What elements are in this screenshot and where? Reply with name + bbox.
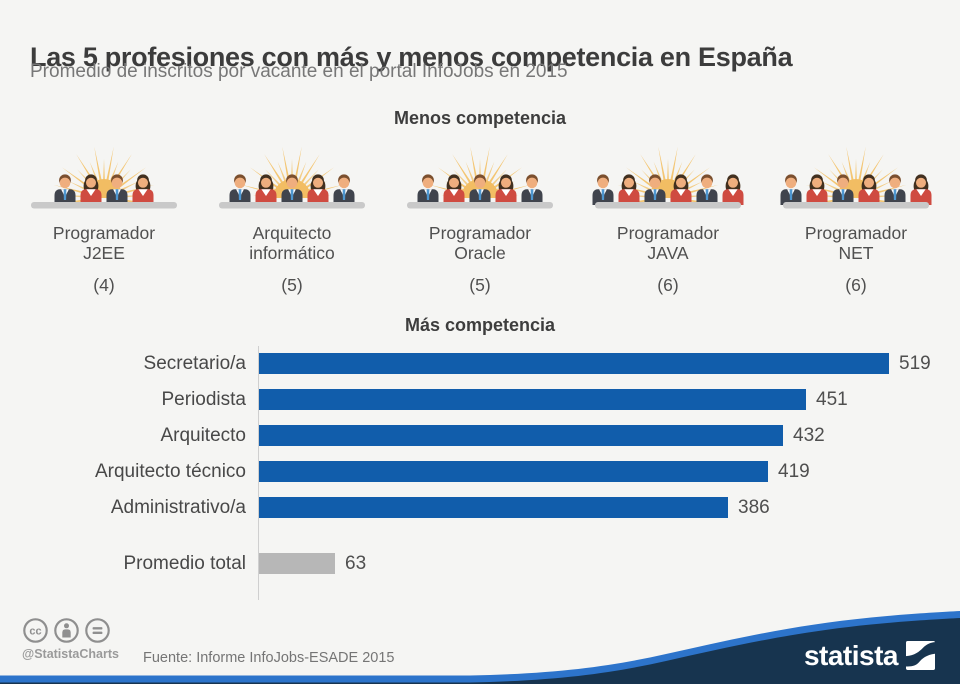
profession-item: Programador NET (6) — [762, 134, 950, 296]
chart-axis-line — [258, 346, 259, 600]
bar-value: 519 — [899, 352, 931, 374]
bar-chart: Secretario/a 519 Periodista 451 Arquitecto 43… — [0, 346, 960, 600]
attribution-icon — [54, 618, 79, 643]
profession-label: Arquitecto informático — [198, 223, 386, 263]
bar-label: Arquitecto — [160, 424, 246, 446]
bar-value: 432 — [793, 424, 825, 446]
svg-text:cc: cc — [29, 626, 41, 638]
more-competition-header: Más competencia — [404, 315, 556, 335]
statista-wordmark: statista — [803, 639, 899, 671]
value-bar — [259, 353, 889, 374]
average-bar-row: Promedio total 63 — [0, 553, 960, 574]
people-sunburst-icon — [10, 134, 198, 216]
profession-value: (5) — [469, 275, 491, 295]
profession-label: Programador J2EE — [10, 223, 198, 263]
bar-value: 419 — [778, 460, 810, 482]
value-bar — [259, 389, 806, 410]
profession-label-line: Programador — [52, 223, 156, 243]
source-note: Fuente: Informe InfoJobs-ESADE 2015 — [143, 650, 395, 666]
people-sunburst-icon — [574, 134, 762, 216]
statista-handle: @StatistaCharts — [22, 647, 119, 661]
value-bar — [259, 425, 783, 446]
bar-row: Arquitecto técnico 419 — [0, 461, 960, 482]
page-title: Las 5 profesiones con más y menos compet… — [30, 42, 793, 73]
cc-license-icons: cc — [22, 617, 119, 644]
wave-navy — [0, 618, 960, 684]
bar-label: Administrativo/a — [110, 496, 246, 518]
page-subtitle: Promedio de inscritos por vacante en el … — [30, 61, 568, 82]
profession-item: Programador J2EE (4) — [10, 134, 198, 296]
less-competition-row: Programador J2EE (4) Arquitecto informático(… — [10, 134, 950, 296]
bar-row: Secretario/a 519 — [0, 353, 960, 374]
profession-label-line: Programador — [616, 223, 720, 243]
profession-label: Programador JAVA — [574, 223, 762, 263]
bar-label: Arquitecto técnico — [94, 460, 246, 482]
bar-label: Periodista — [161, 388, 247, 410]
profession-label: Programador Oracle — [386, 223, 574, 263]
profession-item: Programador Oracle (5) — [386, 134, 574, 296]
value-bar — [259, 461, 768, 482]
statista-logo-icon — [906, 641, 935, 670]
profession-label-line: JAVA — [647, 243, 689, 263]
bar-label: Promedio total — [123, 552, 246, 574]
cc-icon: cc — [23, 618, 48, 643]
no-derivatives-icon — [85, 618, 110, 643]
less-competition-header: Menos competencia — [393, 108, 567, 128]
bar-value: 386 — [738, 496, 770, 518]
people-sunburst-icon — [386, 134, 574, 216]
profession-item: Arquitecto informático (5) — [198, 134, 386, 296]
profession-label-line: J2EE — [83, 243, 125, 263]
statista-logo: statista — [804, 641, 935, 670]
bar-label: Secretario/a — [143, 352, 246, 374]
profession-label-line: Oracle — [454, 243, 506, 263]
profession-label: Programador NET — [762, 223, 950, 263]
profession-label-line: informático — [249, 243, 335, 263]
bar-row: Periodista 451 — [0, 389, 960, 410]
average-bar — [259, 553, 335, 574]
profession-value: (5) — [281, 275, 303, 295]
license-block: cc @StatistaCharts — [22, 617, 119, 661]
profession-label-line: NET — [838, 243, 874, 263]
people-sunburst-icon — [762, 134, 950, 216]
bar-row: Administrativo/a 386 — [0, 497, 960, 518]
footer-wave — [0, 611, 960, 684]
profession-item: Programador JAVA (6) — [574, 134, 762, 296]
profession-label-line: Arquitecto — [252, 223, 332, 243]
bar-value: 63 — [345, 552, 367, 574]
profession-value: (4) — [93, 275, 115, 295]
profession-label-line: Programador — [804, 223, 908, 243]
profession-value: (6) — [845, 275, 867, 295]
profession-label-line: Programador — [428, 223, 532, 243]
bar-row: Arquitecto 432 — [0, 425, 960, 446]
people-sunburst-icon — [198, 134, 386, 216]
profession-value: (6) — [657, 275, 679, 295]
value-bar — [259, 497, 728, 518]
bar-value: 451 — [816, 388, 848, 410]
